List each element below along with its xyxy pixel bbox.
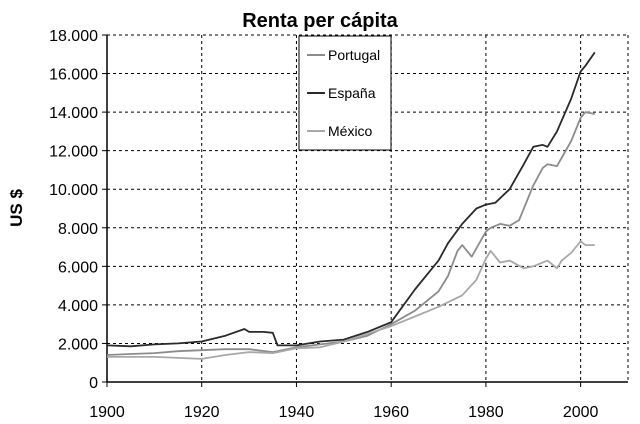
series-line-espana: [106, 51, 596, 348]
y-tick-label: 8.000: [58, 221, 98, 238]
y-tick-label: 6.000: [58, 259, 98, 276]
x-tick-label: 1920: [184, 404, 220, 421]
series-line-portugal: [106, 111, 595, 356]
y-tick-label: 2.000: [58, 336, 98, 353]
legend-label-portugal: Portugal: [328, 47, 380, 63]
y-tick-label: 0: [89, 375, 98, 392]
x-tick-label: 1960: [373, 404, 409, 421]
legend-label-espana: España: [328, 85, 376, 101]
chart-title: Renta per cápita: [242, 10, 398, 32]
x-tick-label: 2000: [563, 404, 599, 421]
y-tick-label: 14.000: [49, 105, 98, 122]
y-tick-label: 4.000: [58, 298, 98, 315]
y-tick-label: 16.000: [49, 67, 98, 84]
x-tick-label: 1940: [279, 404, 315, 421]
y-tick-label: 18.000: [49, 28, 98, 45]
x-tick-label: 1900: [89, 404, 125, 421]
series-lines: [106, 51, 596, 360]
y-tick-label: 12.000: [49, 144, 98, 161]
y-tick-label: 10.000: [49, 182, 98, 199]
y-axis-label: US $: [7, 189, 26, 227]
legend-label-mexico: México: [328, 123, 373, 139]
legend: Portugal España México: [298, 35, 392, 151]
tick-labels: 0 2.000 4.000 6.000 8.000 10.000 12.000 14.000 1…: [49, 28, 598, 421]
axes: [102, 34, 628, 387]
series-line-mexico: [107, 240, 595, 360]
x-tick-label: 1980: [468, 404, 504, 421]
